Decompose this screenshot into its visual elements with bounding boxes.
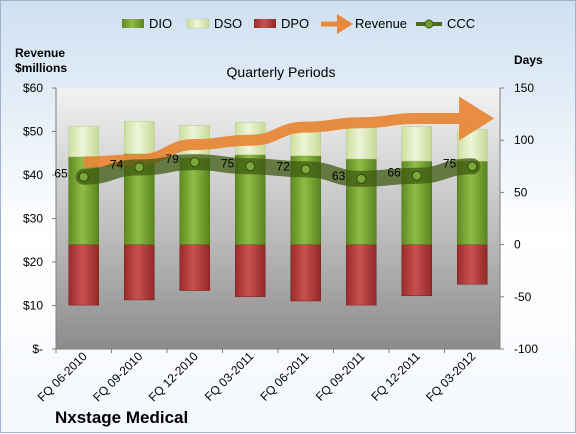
ccc-data-label: 75 bbox=[221, 156, 235, 170]
ccc-group: 65 74 79 75 72 63 66 75 bbox=[54, 152, 481, 187]
legend-label-dso: DSO bbox=[214, 16, 242, 31]
x-tick-label: FQ 06-2010 bbox=[35, 349, 90, 404]
left-tick-label: $40 bbox=[23, 168, 43, 182]
ccc-data-label: 75 bbox=[443, 156, 457, 170]
bar-dpo bbox=[235, 244, 266, 298]
right-tick-label: -100 bbox=[514, 342, 538, 356]
bar-dso bbox=[68, 126, 99, 158]
bar-dpo bbox=[401, 244, 432, 297]
right-tick-label: 0 bbox=[514, 238, 521, 252]
ccc-marker bbox=[467, 161, 478, 172]
legend-swatch-ccc-marker bbox=[424, 19, 434, 29]
ccc-marker bbox=[300, 164, 311, 175]
legend-label-dpo: DPO bbox=[281, 16, 309, 31]
x-tick-label: FQ 06-2011 bbox=[257, 349, 312, 404]
x-tick-label: FQ 12-2010 bbox=[146, 349, 201, 404]
ccc-marker bbox=[245, 161, 256, 172]
right-tick-label: 50 bbox=[514, 185, 528, 199]
legend-swatch-dso bbox=[186, 18, 210, 29]
x-tick-label: FQ 09-2011 bbox=[313, 349, 368, 404]
bar-dpo bbox=[290, 244, 321, 302]
ccc-data-label: 66 bbox=[387, 166, 401, 180]
left-axis-title-line1: Revenue bbox=[15, 46, 65, 60]
bar-dso bbox=[346, 124, 377, 160]
ccc-marker bbox=[134, 162, 145, 173]
company-name: Nxstage Medical bbox=[55, 408, 188, 427]
right-axis-title: Days bbox=[514, 53, 543, 67]
left-tick-label: $- bbox=[32, 342, 43, 356]
bar-dpo bbox=[457, 244, 488, 285]
ccc-marker bbox=[411, 170, 422, 181]
legend-swatch-dpo bbox=[254, 19, 276, 28]
x-axis-labels: FQ 06-2010 FQ 09-2010 FQ 12-2010 FQ 03-2011… bbox=[35, 349, 479, 404]
bar-dio bbox=[457, 160, 488, 245]
left-tick-label: $10 bbox=[23, 299, 43, 313]
ccc-marker bbox=[356, 173, 367, 184]
bar-dpo bbox=[346, 244, 377, 306]
x-tick-label: FQ 03-2011 bbox=[202, 349, 257, 404]
ccc-marker bbox=[78, 171, 89, 182]
ccc-marker bbox=[189, 157, 200, 168]
right-axis-ticks: 150 100 50 0 -50 -100 bbox=[500, 81, 538, 356]
ccc-data-label: 65 bbox=[54, 167, 68, 181]
left-tick-label: $50 bbox=[23, 125, 43, 139]
x-tick-label: FQ 12-2011 bbox=[368, 349, 423, 404]
bar-dpo bbox=[68, 244, 99, 306]
x-tick-label: FQ 09-2010 bbox=[90, 349, 145, 404]
right-tick-label: 150 bbox=[514, 81, 534, 95]
left-tick-label: $30 bbox=[23, 212, 43, 226]
left-axis-title-line2: $millions bbox=[15, 61, 67, 75]
left-tick-label: $60 bbox=[23, 81, 43, 95]
ccc-data-label: 72 bbox=[276, 159, 290, 173]
bar-dso bbox=[401, 126, 432, 162]
plot-area bbox=[56, 88, 500, 349]
ccc-data-label: 79 bbox=[165, 152, 179, 166]
chart-title: Quarterly Periods bbox=[227, 64, 336, 80]
legend-label-dio: DIO bbox=[149, 16, 172, 31]
ccc-data-label: 63 bbox=[332, 169, 346, 183]
legend-swatch-dio bbox=[122, 19, 144, 28]
bar-dpo bbox=[124, 244, 155, 301]
left-tick-label: $20 bbox=[23, 255, 43, 269]
bar-dpo bbox=[179, 244, 210, 291]
bar-dso bbox=[457, 129, 488, 162]
legend: DIO DSO DPO Revenue CCC bbox=[122, 14, 475, 34]
bar-dso bbox=[124, 121, 155, 155]
right-tick-label: 100 bbox=[514, 133, 534, 147]
left-axis-ticks: $60 $50 $40 $30 $20 $10 $- bbox=[23, 81, 56, 356]
x-tick-label: FQ 03-2012 bbox=[423, 349, 478, 404]
bar-dio bbox=[179, 157, 210, 245]
legend-label-revenue: Revenue bbox=[355, 16, 407, 31]
ccc-data-label: 74 bbox=[110, 157, 124, 171]
right-tick-label: -50 bbox=[514, 290, 532, 304]
legend-label-ccc: CCC bbox=[447, 16, 475, 31]
